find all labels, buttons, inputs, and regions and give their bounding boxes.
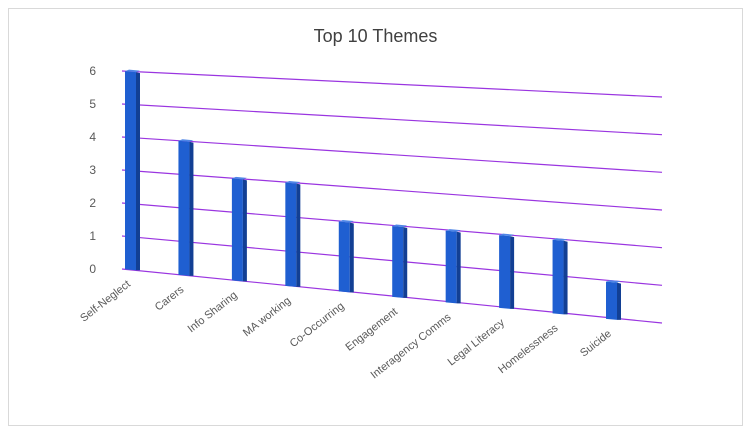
bar-front <box>606 281 617 320</box>
bar-front <box>445 230 457 304</box>
gridline <box>121 202 663 249</box>
y-tick-label: 1 <box>89 229 96 243</box>
bar <box>285 180 301 287</box>
bar <box>392 224 408 298</box>
bar-side <box>617 282 621 320</box>
gridline <box>121 169 663 211</box>
x-tick-label: Suicide <box>578 328 614 360</box>
y-tick-label: 4 <box>89 130 96 144</box>
bar-top <box>231 176 247 180</box>
bar <box>338 219 354 293</box>
gridline <box>121 103 663 136</box>
bar-front <box>125 71 136 271</box>
bar-side <box>456 231 461 304</box>
bar <box>125 69 140 271</box>
bar <box>499 233 515 309</box>
bar <box>445 229 461 304</box>
y-tick-label: 5 <box>89 97 96 111</box>
bar-front <box>231 178 243 282</box>
bar-top <box>178 139 194 142</box>
bar <box>231 176 247 282</box>
x-tick-label: Co-Occurring <box>288 300 347 350</box>
bar-side <box>242 179 247 282</box>
gridline <box>121 136 663 173</box>
bar-side <box>349 222 354 293</box>
bar-top <box>338 219 354 223</box>
bar-side <box>563 240 568 315</box>
gridlines <box>121 70 663 324</box>
chart-title: Top 10 Themes <box>313 26 438 46</box>
bar <box>606 280 621 320</box>
bar <box>178 139 194 276</box>
x-axis-ticks: Self-Neglect Carers Info Sharing MA working… <box>78 278 614 381</box>
x-tick-label: Carers <box>153 283 187 313</box>
bar-top <box>285 180 301 184</box>
y-tick-label: 0 <box>89 262 96 276</box>
bar-front <box>338 221 350 293</box>
x-tick-label: MA working <box>241 295 293 339</box>
gridline <box>121 268 663 324</box>
bar-front <box>499 235 511 309</box>
bar <box>552 238 568 315</box>
bar-front <box>392 226 404 298</box>
bar-top <box>392 224 408 228</box>
gridline <box>121 70 663 98</box>
bar-front <box>552 239 564 315</box>
y-tick-label: 3 <box>89 163 96 177</box>
gridline <box>121 235 663 286</box>
bar-top <box>499 233 515 237</box>
x-tick-label: Homelessness <box>496 322 561 376</box>
x-tick-label: Engagement <box>344 306 401 354</box>
x-tick-label: Self-Neglect <box>78 278 133 324</box>
bars <box>125 69 621 320</box>
bar-side <box>296 183 301 287</box>
x-tick-label: Info Sharing <box>186 289 240 335</box>
bar-side <box>189 141 194 276</box>
bar-top <box>125 69 140 73</box>
bar-top <box>606 280 621 283</box>
y-tick-label: 2 <box>89 196 96 210</box>
y-tick-label: 6 <box>89 64 96 78</box>
x-tick-label: Legal Literacy <box>446 316 508 368</box>
y-axis-ticks: 0 1 2 3 4 5 6 <box>89 64 96 276</box>
bar-side <box>510 236 515 309</box>
bar-top <box>445 229 461 232</box>
bar-front <box>285 182 297 287</box>
bar-side <box>136 72 140 271</box>
bar-front <box>178 140 190 276</box>
bar-top <box>552 238 568 241</box>
bar-side <box>403 227 408 298</box>
